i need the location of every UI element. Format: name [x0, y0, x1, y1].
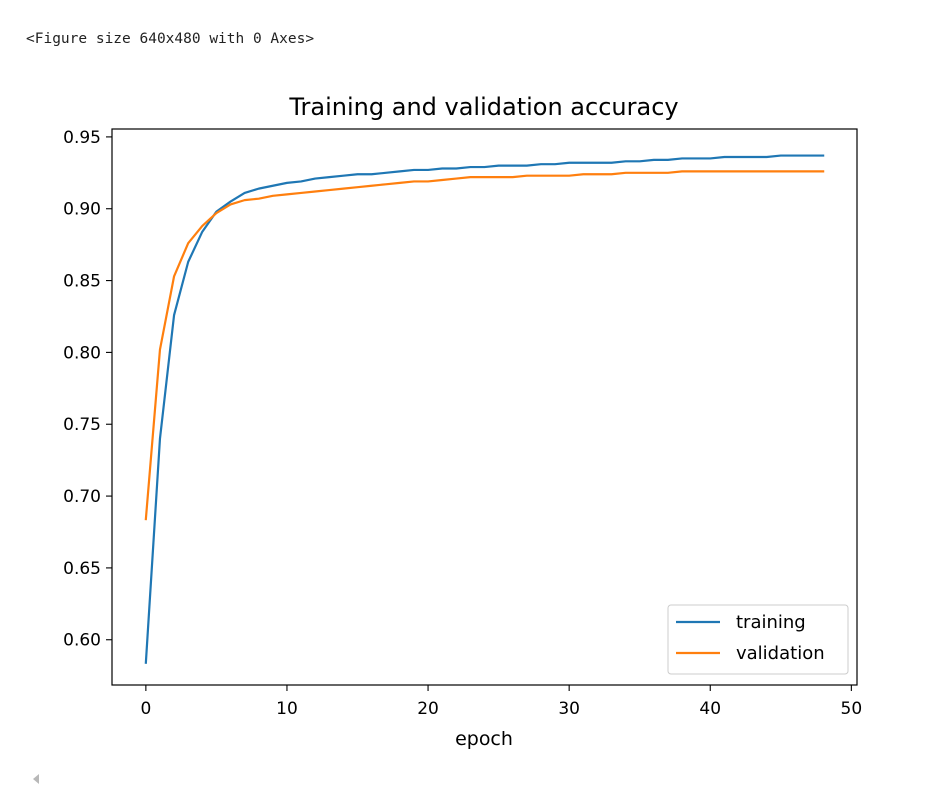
y-axis: 0.60 0.65 0.70 0.75 0.80 0.85 0.90 0.95 — [63, 128, 112, 651]
y-tick-label: 0.85 — [63, 272, 101, 292]
x-tick-label: 30 — [558, 699, 580, 719]
legend-label-validation: validation — [736, 643, 825, 664]
plot-lines — [144, 154, 825, 664]
legend-label-training: training — [736, 612, 806, 633]
series-line-validation — [144, 170, 825, 521]
legend: training validation — [667, 604, 849, 675]
x-axis-label: epoch — [455, 728, 513, 750]
scroll-left-arrow-icon[interactable] — [33, 774, 39, 784]
chart-title: Training and validation accuracy — [288, 93, 678, 121]
x-axis: 0 10 20 30 40 50 — [140, 685, 862, 719]
x-tick-label: 20 — [417, 699, 439, 719]
series-line-training — [144, 154, 825, 664]
figure-size-output: <Figure size 640x480 with 0 Axes> — [26, 31, 315, 47]
axes-frame — [111, 128, 858, 686]
x-tick-label: 0 — [140, 699, 151, 719]
x-tick-label: 10 — [276, 699, 298, 719]
y-tick-label: 0.60 — [63, 631, 101, 651]
x-tick-label: 40 — [699, 699, 721, 719]
y-tick-label: 0.95 — [63, 128, 101, 148]
y-tick-label: 0.75 — [63, 415, 101, 435]
y-tick-label: 0.80 — [63, 343, 101, 363]
y-tick-label: 0.70 — [63, 487, 101, 507]
x-tick-label: 50 — [841, 699, 863, 719]
y-tick-label: 0.65 — [63, 559, 101, 579]
y-tick-label: 0.90 — [63, 200, 101, 220]
